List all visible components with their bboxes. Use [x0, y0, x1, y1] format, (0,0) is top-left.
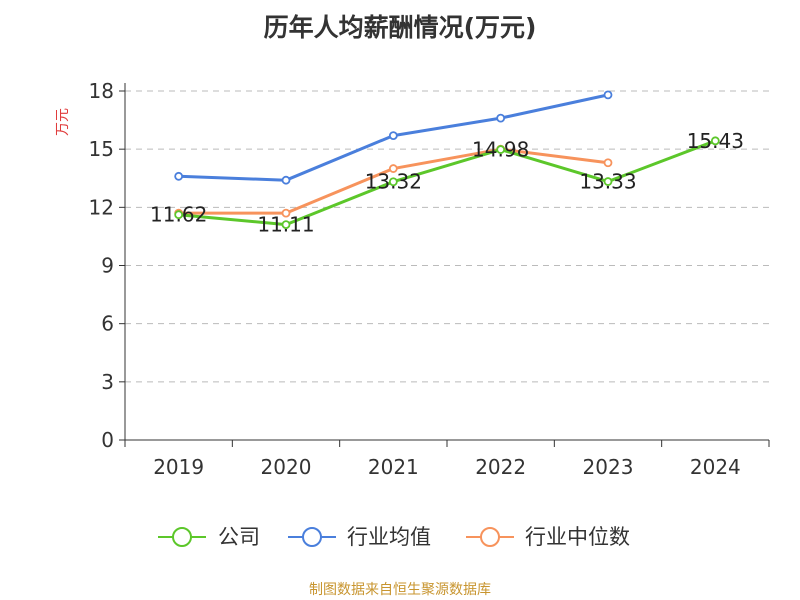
x-tick-label: 2022 [475, 455, 526, 479]
series-lines [174, 90, 720, 229]
y-tick-label: 3 [101, 370, 114, 394]
legend-item[interactable]: 行业均值 [288, 525, 431, 549]
grid-lines [125, 90, 769, 383]
legend-label: 公司 [218, 525, 260, 549]
data-point[interactable] [281, 208, 291, 218]
series-line [178, 139, 716, 227]
y-tick-label: 15 [89, 137, 114, 161]
data-label: 11.11 [257, 213, 314, 237]
chart-title: 历年人均薪酬情况(万元) [264, 13, 537, 42]
data-label: 13.32 [365, 170, 422, 194]
data-point[interactable] [603, 158, 613, 168]
data-point[interactable] [174, 210, 184, 220]
x-tick-label: 2021 [368, 455, 419, 479]
data-point[interactable] [388, 177, 398, 187]
legend[interactable]: 公司 行业均值 行业中位数 [158, 525, 630, 549]
data-point[interactable] [281, 175, 291, 185]
legend-label: 行业均值 [347, 525, 431, 549]
legend-item[interactable]: 公司 [158, 525, 260, 549]
data-label: 13.33 [579, 170, 636, 194]
source-note: 制图数据来自恒生聚源数据库 [309, 582, 491, 598]
axes: 0 3 6 9 12 15 18 2019 2020 2021 2022 2023 2024 [89, 79, 770, 479]
legend-swatch-marker [302, 527, 322, 547]
data-point[interactable] [496, 113, 506, 123]
y-tick-label: 0 [101, 428, 114, 452]
legend-swatch-marker [480, 527, 500, 547]
data-label: 15.43 [687, 129, 744, 153]
data-label: 14.98 [472, 138, 529, 162]
x-tick-label: 2024 [690, 455, 741, 479]
legend-label: 行业中位数 [525, 525, 630, 549]
y-axis-label: 万元 [55, 108, 71, 136]
legend-item[interactable]: 行业中位数 [466, 525, 630, 549]
data-point[interactable] [174, 171, 184, 181]
x-tick-label: 2023 [583, 455, 634, 479]
data-labels: 11.62 11.11 13.32 14.98 13.33 15.43 [150, 129, 744, 237]
y-tick-label: 18 [89, 79, 114, 103]
legend-swatch-marker [172, 527, 192, 547]
data-point[interactable] [603, 90, 613, 100]
data-point[interactable] [388, 131, 398, 140]
data-point[interactable] [281, 220, 291, 229]
y-tick-label: 9 [101, 254, 114, 278]
y-tick-label: 6 [101, 312, 114, 336]
data-point[interactable] [710, 136, 720, 146]
data-point[interactable] [496, 145, 506, 154]
data-point[interactable] [603, 177, 613, 186]
x-tick-label: 2019 [153, 455, 204, 479]
data-label: 11.62 [150, 203, 207, 227]
x-tick-label: 2020 [261, 455, 312, 479]
y-tick-label: 12 [89, 195, 114, 219]
data-point[interactable] [388, 164, 398, 173]
